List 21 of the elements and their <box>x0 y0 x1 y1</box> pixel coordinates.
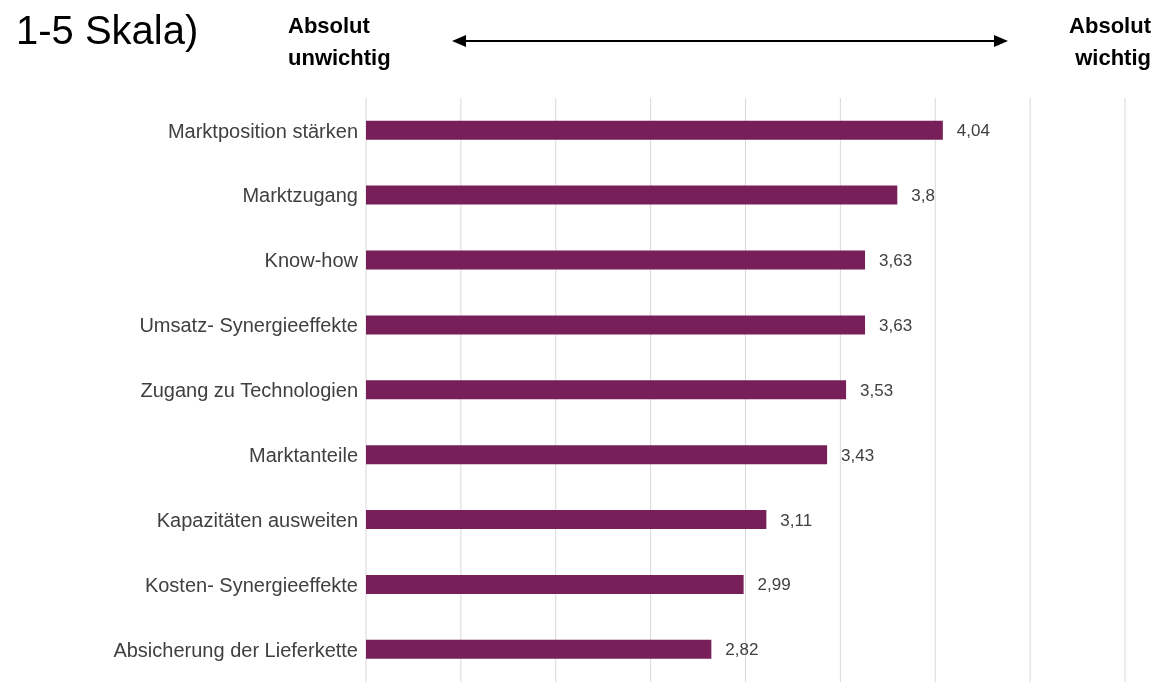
y-tick-label: Kosten- Synergieeffekte <box>144 573 358 596</box>
data-label: 3,53 <box>860 380 894 400</box>
data-label: 2,82 <box>725 640 759 660</box>
y-tick-label: Know-how <box>264 249 359 272</box>
text: Absolut wichtig <box>1068 12 1151 72</box>
y-tick-label: Kapazitäten ausweiten <box>156 508 358 531</box>
y-tick-label: Umsatz- Synergieeffekte <box>139 314 358 337</box>
y-tick-label: Marktanteile <box>249 443 358 466</box>
y-tick-label: Zugang zu Technologien <box>140 379 358 402</box>
text: Absolut unwichtig <box>288 12 392 72</box>
y-tick-label: Marktzugang <box>242 184 358 207</box>
y-tick-label: Marktposition stärken <box>167 119 358 142</box>
data-label: 3,43 <box>841 445 875 465</box>
data-label: 4,04 <box>956 121 990 141</box>
data-label: 3,11 <box>780 510 813 530</box>
data-label: 3,63 <box>879 251 913 271</box>
data-label: 2,99 <box>757 575 791 595</box>
y-tick-label: Absicherung der Lieferkette <box>113 638 358 661</box>
chart-title: 1-5 Skala) <box>16 8 199 53</box>
data-label: 3,63 <box>879 315 913 335</box>
data-label: 3,8 <box>911 186 935 206</box>
